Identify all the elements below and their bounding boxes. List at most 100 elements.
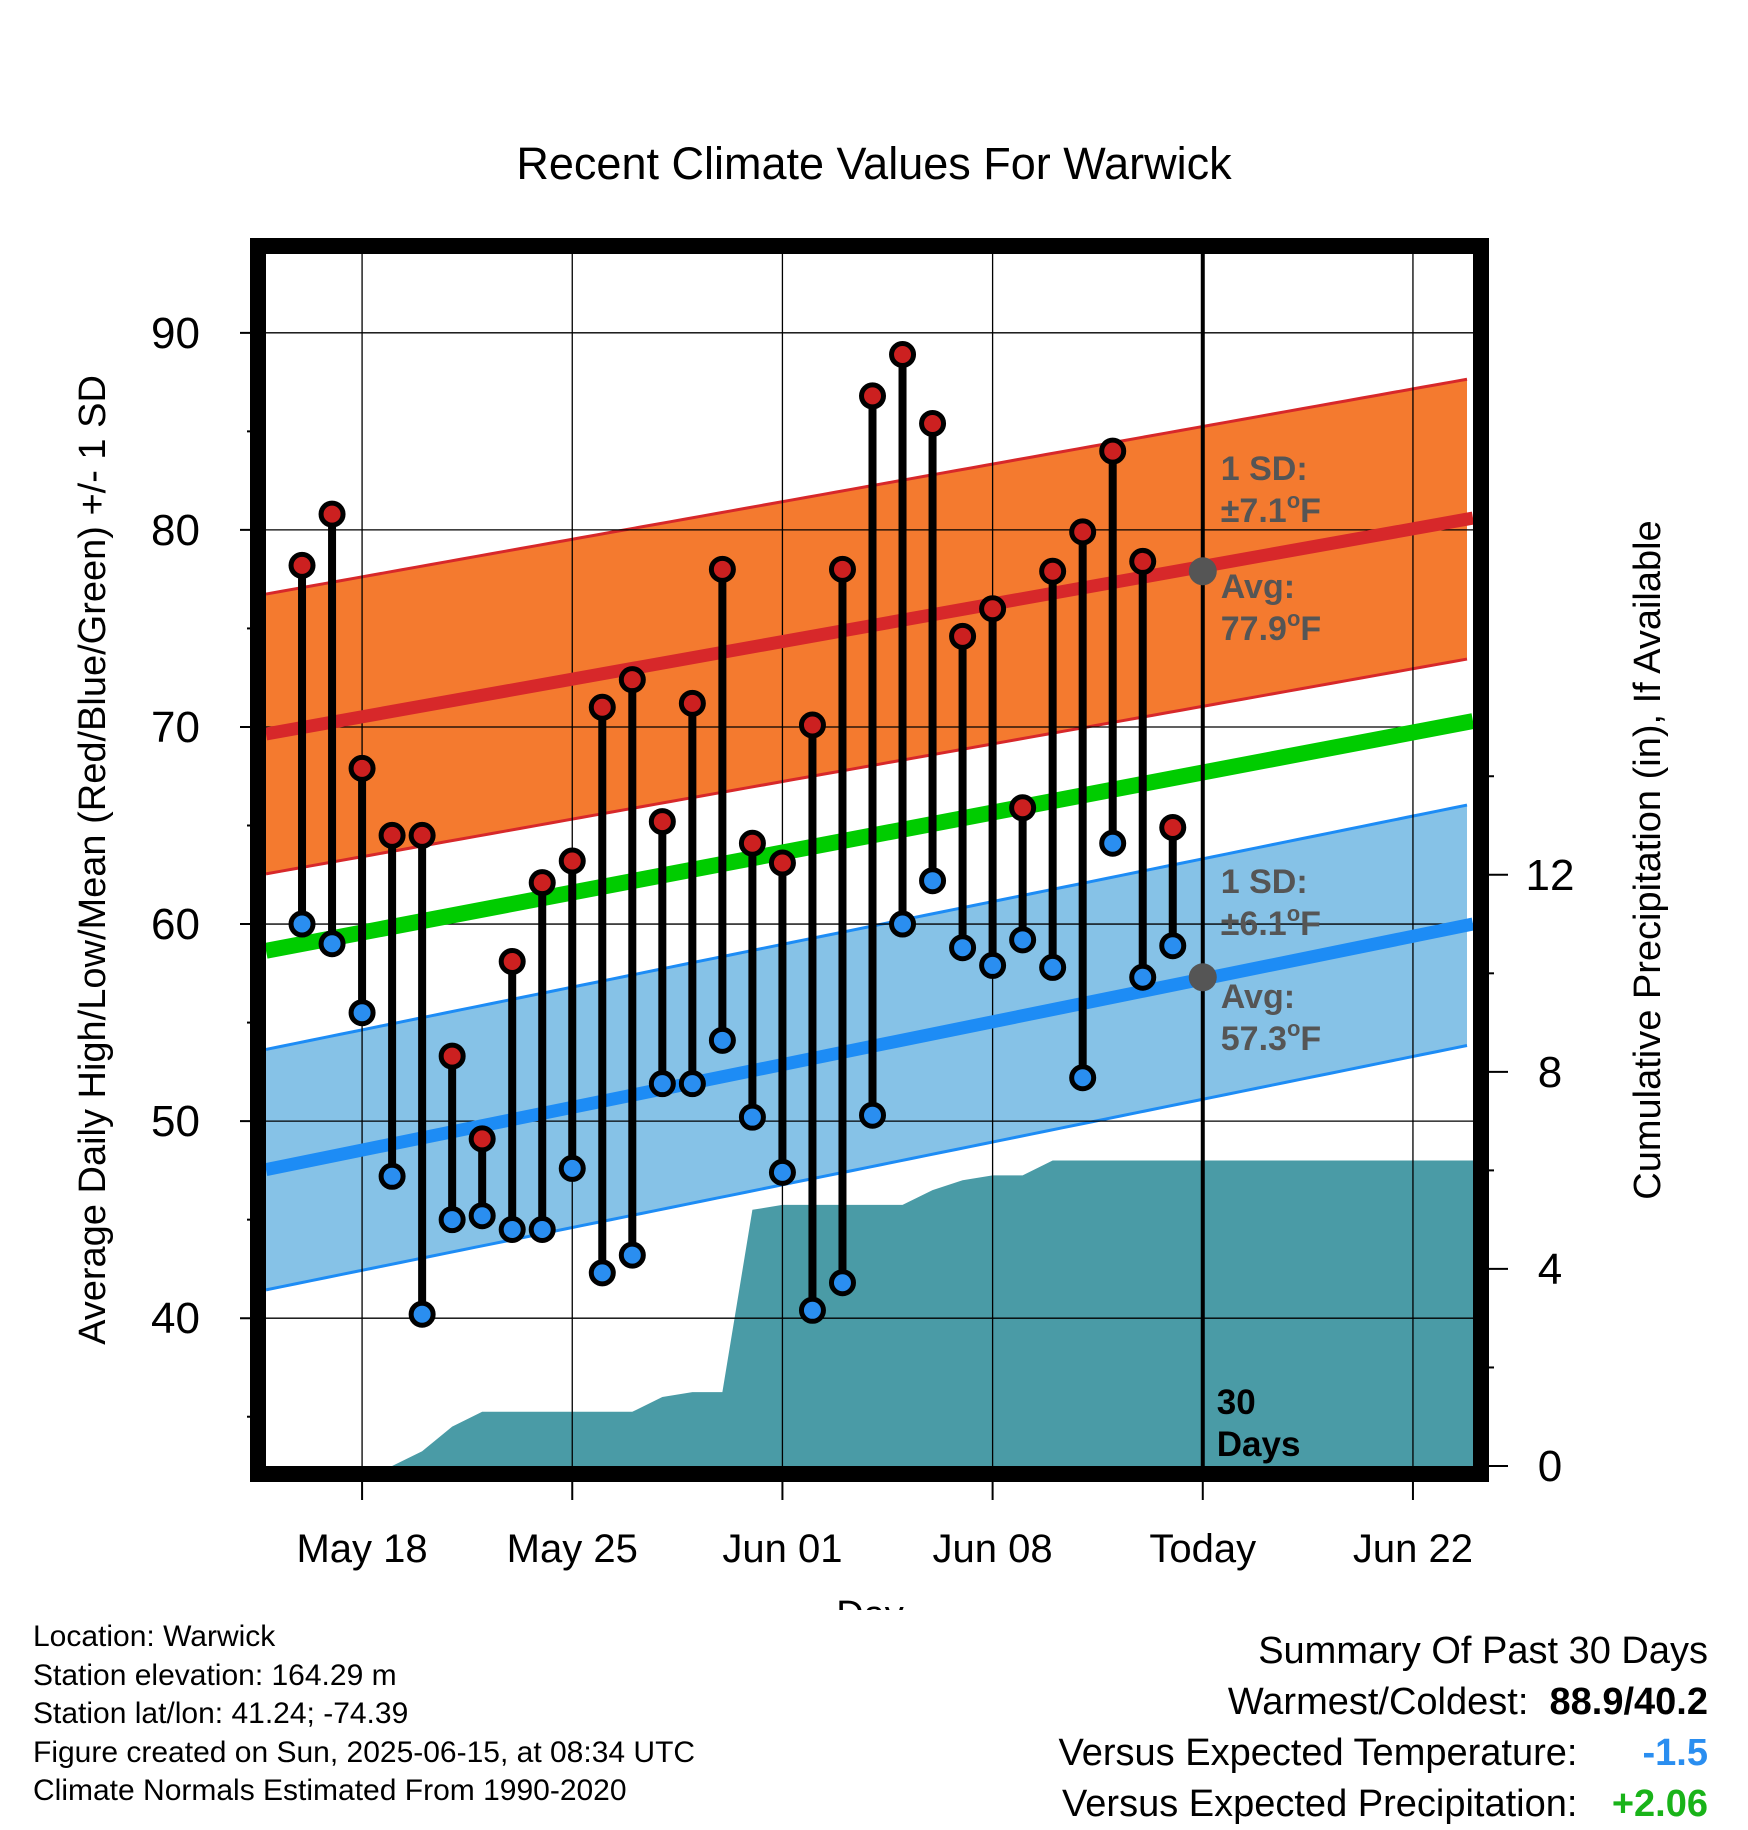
high-point <box>1069 518 1097 546</box>
summary-warm-cold: Warmest/Coldest: 88.9/40.2 <box>1059 1677 1708 1728</box>
low-point <box>618 1241 646 1269</box>
y2-axis-label: Cumulative Precipitation (in), If Availa… <box>1627 520 1669 1199</box>
low-point <box>979 951 1007 979</box>
low-point <box>1039 953 1067 981</box>
high-point <box>468 1125 496 1153</box>
low-point <box>498 1216 526 1244</box>
high-point <box>288 551 316 579</box>
y-tick-label: 50 <box>151 1097 200 1146</box>
low-point <box>738 1103 766 1131</box>
x-tick-label: May 25 <box>507 1527 638 1571</box>
today-count-label: 30 <box>1217 1383 1256 1422</box>
summary-temp: Versus Expected Temperature: -1.5 <box>1059 1728 1708 1779</box>
warm-cold-label: Warmest/Coldest: <box>1227 1681 1529 1723</box>
y-tick-label: 40 <box>151 1294 200 1343</box>
low-point <box>378 1162 406 1190</box>
high-point <box>498 947 526 975</box>
low-point <box>828 1269 856 1297</box>
high-point <box>318 500 346 528</box>
latlon-text: Station lat/lon: 41.24; -74.39 <box>33 1697 409 1730</box>
precip-value: +2.06 <box>1611 1783 1708 1825</box>
summary-panel: Summary Of Past 30 Days Warmest/Coldest:… <box>1059 1626 1708 1830</box>
precip-label: Versus Expected Precipitation: <box>1062 1783 1578 1825</box>
x-tick-label: Jun 08 <box>933 1527 1053 1571</box>
low-point <box>438 1206 466 1234</box>
high-point <box>828 555 856 583</box>
warm-cold-value: 88.9/40.2 <box>1549 1681 1708 1723</box>
low-point <box>1159 932 1187 960</box>
x-tick-label: Today <box>1149 1527 1256 1571</box>
low-point <box>468 1202 496 1230</box>
low-sd-value: ±6.1oF <box>1221 901 1321 943</box>
plot-frame <box>250 238 1489 1482</box>
low-sd-band-upper-edge <box>265 803 1468 1051</box>
y2-tick-label: 8 <box>1538 1048 1562 1097</box>
axes: 40 50 60 70 80 90 0 4 8 12 May 18 May 25 Jun 01 Jun 0… <box>151 309 1574 1571</box>
summary-precip: Versus Expected Precipitation: +2.06 <box>1059 1779 1708 1830</box>
low-point <box>949 934 977 962</box>
low-point <box>528 1216 556 1244</box>
high-point <box>558 847 586 875</box>
high-point <box>798 711 826 739</box>
high-point <box>408 821 436 849</box>
low-point <box>919 867 947 895</box>
high-sd-band-lower-edge <box>265 657 1468 876</box>
y2-tick-label: 0 <box>1538 1442 1562 1491</box>
low-point <box>1099 829 1127 857</box>
chart-title: Recent Climate Values For Warwick <box>516 138 1232 189</box>
y-tick-label: 80 <box>151 506 200 555</box>
high-point <box>438 1042 466 1070</box>
high-point <box>949 622 977 650</box>
low-avg-label: Avg: <box>1221 978 1295 1016</box>
today-days-label: Days <box>1217 1425 1301 1464</box>
created-text: Figure created on Sun, 2025-06-15, at 08… <box>33 1735 696 1769</box>
low-sd-band-lower-edge <box>265 1044 1468 1292</box>
daily-range-stems <box>298 354 1177 1315</box>
high-point <box>588 693 616 721</box>
x-axis-label: Day <box>836 1594 904 1610</box>
high-point <box>1099 437 1127 465</box>
high-point <box>859 382 887 410</box>
precip-area <box>272 1160 1473 1466</box>
temp-label: Versus Expected Temperature: <box>1058 1732 1578 1774</box>
high-sd-band-upper-edge <box>265 377 1468 596</box>
low-point <box>1009 926 1037 954</box>
low-point <box>288 910 316 938</box>
low-point <box>348 999 376 1027</box>
high-point <box>648 808 676 836</box>
high-point <box>678 689 706 717</box>
high-sd-value: ±7.1oF <box>1221 488 1321 530</box>
low-point <box>859 1101 887 1129</box>
high-point <box>1159 813 1187 841</box>
y2-tick-label: 12 <box>1526 851 1575 900</box>
cumulative-precip-area <box>272 1160 1473 1466</box>
daily-points <box>288 341 1187 1328</box>
station-info: Location: Warwick Station elevation: 164… <box>33 1618 695 1811</box>
high-point <box>738 829 766 857</box>
low-point <box>1129 963 1157 991</box>
high-point <box>768 849 796 877</box>
x-tick-label: May 18 <box>296 1527 427 1571</box>
low-point <box>708 1026 736 1054</box>
y2-tick-label: 4 <box>1538 1245 1562 1294</box>
today-high-avg-marker <box>1188 557 1217 586</box>
low-point <box>648 1070 676 1098</box>
location-text: Location: Warwick <box>33 1620 276 1653</box>
climate-chart: Recent Climate Values For Warwick 30Days… <box>72 138 1669 1610</box>
low-point <box>678 1070 706 1098</box>
high-point <box>1039 557 1067 585</box>
low-point <box>588 1259 616 1287</box>
low-avg-value: 57.3oF <box>1221 1016 1321 1058</box>
normals-text: Climate Normals Estimated From 1990-2020 <box>33 1774 627 1807</box>
high-point <box>528 869 556 897</box>
today-low-avg-marker <box>1188 963 1217 992</box>
high-point <box>1129 547 1157 575</box>
temp-value: -1.5 <box>1642 1732 1708 1774</box>
high-avg-value: 77.9oF <box>1221 606 1321 648</box>
y-tick-label: 90 <box>151 309 200 358</box>
low-point <box>408 1300 436 1328</box>
low-point <box>1069 1064 1097 1092</box>
low-sd-label: 1 SD: <box>1221 863 1308 901</box>
x-tick-label: Jun 01 <box>722 1527 842 1571</box>
